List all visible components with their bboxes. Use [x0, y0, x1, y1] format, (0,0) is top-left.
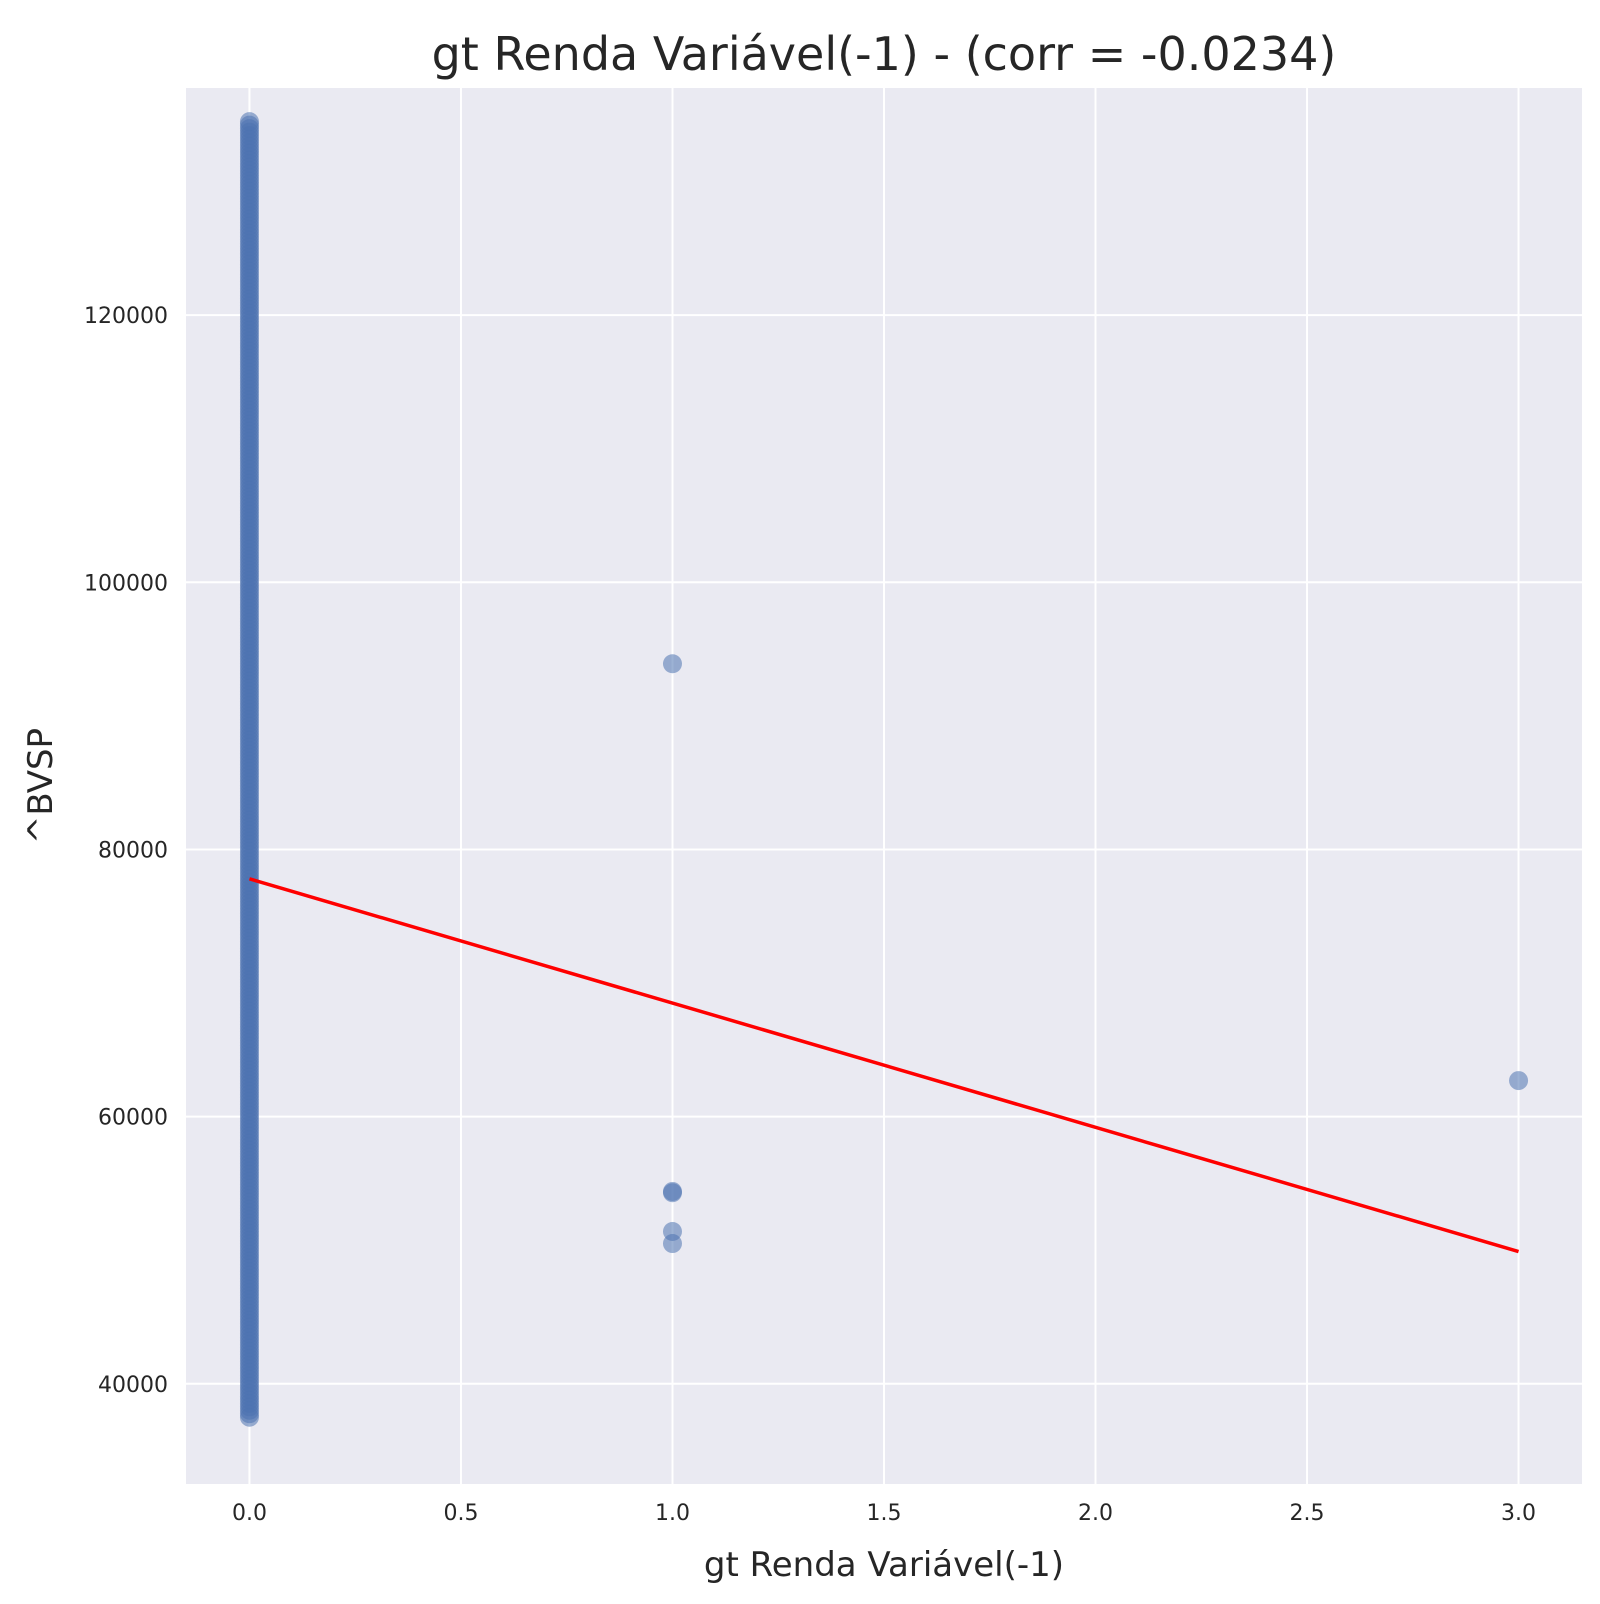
y-tick-label: 60000 — [98, 1106, 168, 1131]
y-tick-label: 80000 — [98, 838, 168, 863]
x-tick-label: 3.0 — [1501, 1501, 1536, 1526]
regression-line — [248, 877, 1520, 1254]
data-point-2 — [662, 1183, 682, 1203]
x-tick-labels: 0.0 0.5 1.0 1.5 2.0 2.5 3.0 — [232, 1501, 1536, 1526]
x-tick-label: 0.5 — [443, 1501, 478, 1526]
y-tick-label: 100000 — [84, 571, 168, 596]
scatter-points — [239, 112, 1529, 1427]
x-tick-label: 0.0 — [232, 1501, 267, 1526]
x-tick-label: 1.0 — [655, 1501, 690, 1526]
data-point-0 — [662, 654, 682, 674]
x-tick-label: 2.5 — [1290, 1501, 1325, 1526]
data-point-4 — [662, 1234, 682, 1254]
x-tick-label: 2.0 — [1078, 1501, 1113, 1526]
regression-line-group — [248, 877, 1520, 1254]
x-tick-label: 1.5 — [867, 1501, 902, 1526]
data-point-dense-373 — [239, 112, 259, 132]
chart-title: gt Renda Variável(-1) - (corr = -0.0234) — [432, 27, 1337, 81]
y-tick-label: 120000 — [84, 304, 168, 329]
data-point-5 — [1509, 1071, 1529, 1091]
grid-lines — [186, 88, 1582, 1484]
x-axis-title: gt Renda Variável(-1) — [704, 1545, 1064, 1585]
y-tick-label: 40000 — [98, 1373, 168, 1398]
y-tick-labels: 40000 60000 80000 100000 120000 — [84, 304, 168, 1398]
y-axis-title: ^BVSP — [21, 728, 61, 844]
